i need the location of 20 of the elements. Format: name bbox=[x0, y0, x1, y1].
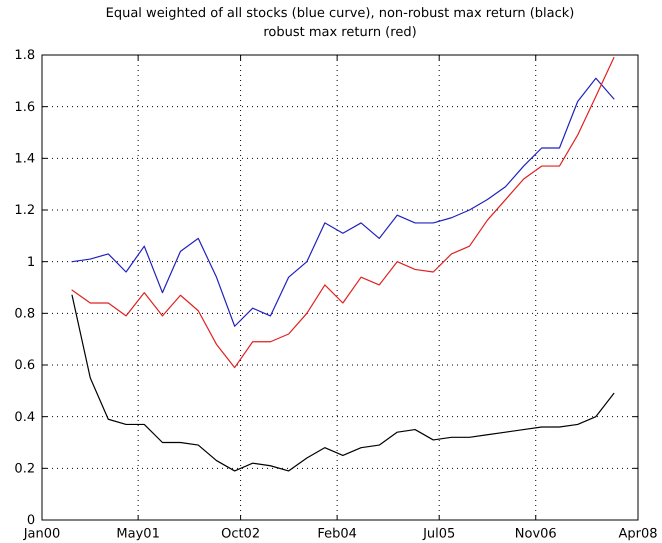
y-tick-label: 1.8 bbox=[14, 48, 36, 64]
line-series bbox=[71, 78, 614, 327]
x-tick-label: Jan00 bbox=[22, 526, 60, 542]
x-tick-label: Jul05 bbox=[422, 526, 456, 542]
y-tick-label: 0.8 bbox=[14, 306, 36, 322]
y-tick-label: 0.6 bbox=[14, 358, 36, 374]
y-tick-label: 1.6 bbox=[14, 100, 36, 115]
y-tick-label: 1.4 bbox=[14, 151, 36, 166]
chart-title: Equal weighted of all stocks (blue curve), non-robust max return (black) robust max return (red) bbox=[106, 6, 574, 40]
y-tick-label: 0.2 bbox=[14, 461, 36, 476]
x-tick-label: Nov06 bbox=[514, 526, 557, 542]
x-tick-label: Oct02 bbox=[221, 526, 260, 542]
y-tick-label: 0 bbox=[26, 513, 36, 528]
x-tick-label: Apr08 bbox=[618, 526, 658, 542]
x-tick-label: May01 bbox=[116, 526, 160, 542]
x-tick-label: Feb04 bbox=[317, 526, 357, 542]
y-tick-label: 1 bbox=[26, 254, 36, 270]
y-tick-label: 0.4 bbox=[14, 410, 36, 425]
y-tick-label: 1.2 bbox=[14, 203, 36, 218]
line-series bbox=[71, 56, 614, 368]
